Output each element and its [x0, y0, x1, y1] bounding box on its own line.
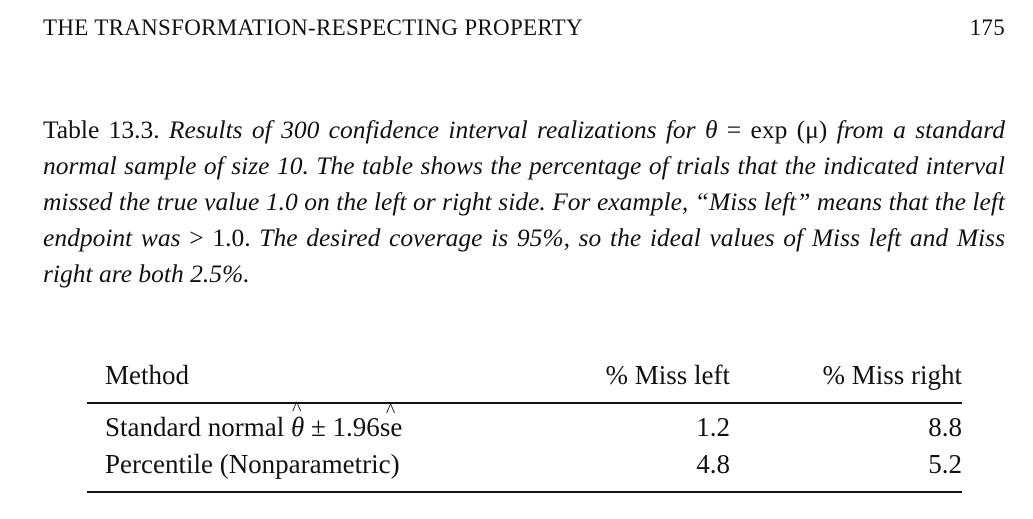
- caption-theta: θ: [704, 115, 718, 144]
- caption-eq: =: [717, 115, 751, 144]
- table-caption: Table 13.3. Results of 300 confidence in…: [43, 112, 1005, 292]
- miss-right-cell: 5.2: [928, 449, 962, 479]
- header-method: Method: [105, 360, 189, 390]
- table-header-row: Method % Miss left % Miss right: [87, 360, 962, 404]
- running-title: THE TRANSFORMATION-RESPECTING PROPERTY: [43, 15, 583, 40]
- miss-left-cell: 4.8: [696, 449, 730, 479]
- miss-left-cell: 1.2: [696, 412, 730, 442]
- header-miss-left: % Miss left: [605, 360, 731, 390]
- plus-minus-term: ± 1.96: [310, 412, 380, 442]
- miss-right-cell: 8.8: [928, 412, 962, 442]
- se-hat: se: [380, 400, 403, 443]
- page-number: 175: [969, 15, 1005, 40]
- caption-text-3: The desired coverage is 95%, so the idea…: [43, 223, 1006, 288]
- caption-text-1: Results of 300 confidence interval reali…: [168, 115, 696, 144]
- running-head: THE TRANSFORMATION-RESPECTING PROPERTY 1…: [43, 15, 1005, 41]
- caption-expr: exp (μ): [750, 115, 828, 144]
- method-cell: Standard normal θ ± 1.96se: [87, 398, 555, 443]
- theta-hat: θ: [291, 398, 304, 443]
- table-row: Percentile (Nonparametric) 4.8 5.2: [87, 449, 962, 486]
- header-miss-right: % Miss right: [822, 360, 962, 390]
- table-bottom-rule: [87, 491, 962, 493]
- method-prefix: Standard normal: [105, 412, 285, 442]
- caption-gt: > 1.0.: [189, 223, 251, 252]
- caption-text-2: from a standard normal sample of size 10…: [43, 115, 1005, 252]
- caption-label: Table 13.3.: [43, 115, 160, 144]
- results-table: Method % Miss left % Miss right Standard…: [87, 360, 962, 493]
- method-cell: Percentile (Nonparametric): [105, 449, 400, 479]
- table-row: Standard normal θ ± 1.96se 1.2 8.8: [87, 398, 962, 449]
